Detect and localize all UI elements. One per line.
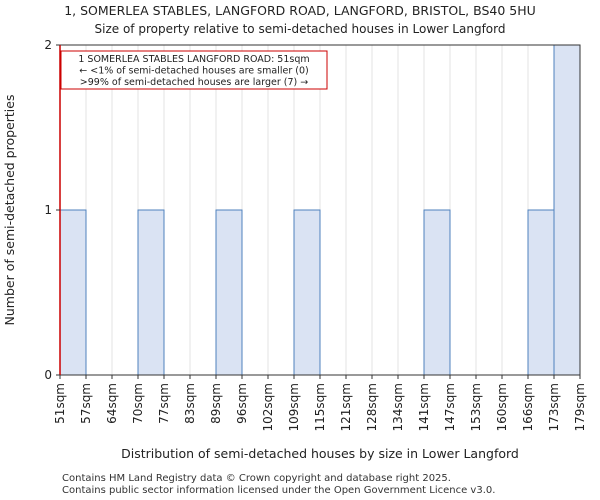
- chart-subtitle: Size of property relative to semi-detach…: [94, 22, 506, 36]
- x-tick-label: 128sqm: [365, 383, 379, 431]
- footer-copyright: Contains HM Land Registry data © Crown c…: [62, 473, 451, 484]
- bar: [137, 209, 165, 376]
- x-tick-label: 166sqm: [521, 383, 535, 431]
- x-tick-label: 70sqm: [131, 383, 145, 424]
- x-tick-label: 96sqm: [235, 383, 249, 424]
- x-tick-label: 64sqm: [105, 383, 119, 424]
- x-tick-label: 134sqm: [391, 383, 405, 431]
- x-tick-label: 173sqm: [547, 383, 561, 431]
- bar: [527, 209, 555, 376]
- annotation-line: 1 SOMERLEA STABLES LANGFORD ROAD: 51sqm: [78, 54, 309, 65]
- x-tick-label: 160sqm: [495, 383, 509, 431]
- bar: [553, 44, 581, 376]
- annotation-box: [60, 50, 328, 90]
- bar: [59, 209, 87, 376]
- y-axis-label: Number of semi-detached properties: [2, 95, 17, 326]
- x-tick-label: 109sqm: [287, 383, 301, 431]
- annotation-line: ← <1% of semi-detached houses are smalle…: [79, 66, 308, 77]
- x-tick-label: 153sqm: [469, 383, 483, 431]
- x-tick-label: 77sqm: [157, 383, 171, 424]
- bar: [293, 209, 321, 376]
- x-tick-label: 57sqm: [79, 383, 93, 424]
- x-tick-label: 83sqm: [183, 383, 197, 424]
- x-axis-label: Distribution of semi-detached houses by …: [121, 446, 519, 461]
- bar: [423, 209, 451, 376]
- annotation-line: >99% of semi-detached houses are larger …: [80, 77, 308, 88]
- x-tick-label: 89sqm: [209, 383, 223, 424]
- y-tick-label: 2: [44, 38, 52, 52]
- chart-title: 1, SOMERLEA STABLES, LANGFORD ROAD, LANG…: [64, 3, 536, 18]
- x-tick-label: 179sqm: [573, 383, 587, 431]
- y-tick-label: 0: [44, 368, 52, 382]
- x-tick-label: 51sqm: [53, 383, 67, 424]
- y-tick-label: 1: [44, 203, 52, 217]
- bar: [215, 209, 243, 376]
- x-tick-label: 147sqm: [443, 383, 457, 431]
- x-tick-label: 121sqm: [339, 383, 353, 431]
- x-tick-label: 102sqm: [261, 383, 275, 431]
- footer-licence: Contains public sector information licen…: [62, 485, 496, 496]
- x-tick-label: 141sqm: [417, 383, 431, 431]
- x-tick-label: 115sqm: [313, 383, 327, 431]
